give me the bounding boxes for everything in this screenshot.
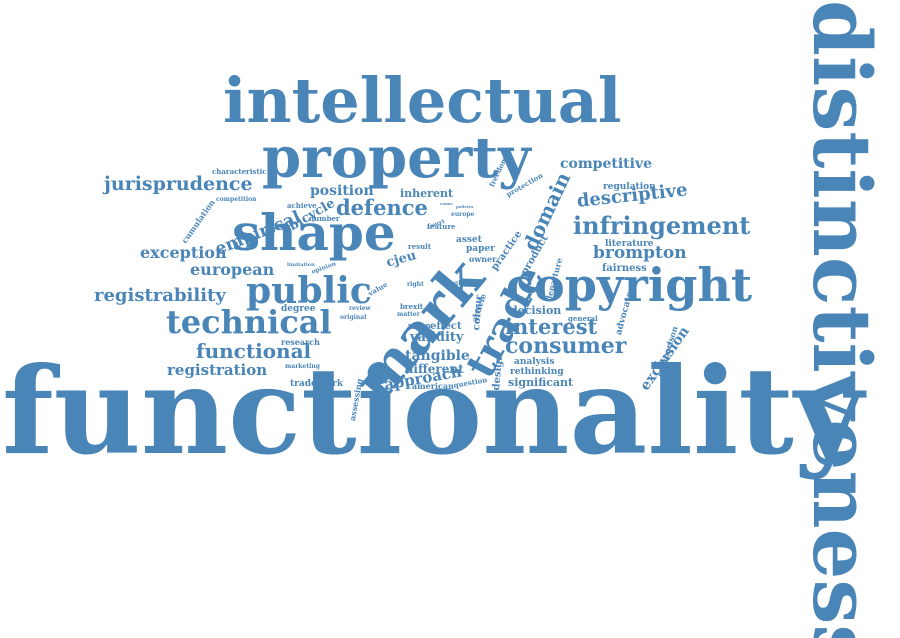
word-policies: policies: [456, 205, 473, 209]
word-brexit: brexit: [400, 303, 423, 310]
word-general: general: [568, 315, 598, 322]
word-original: original: [340, 315, 366, 321]
word-cause: cause: [440, 202, 453, 206]
word-europe: europe: [451, 212, 474, 218]
word-jurisprudence: jurisprudence: [104, 175, 253, 194]
word-significant: significant: [508, 377, 573, 388]
word-literature: literature: [605, 240, 653, 249]
word-intellectual: intellectual: [223, 70, 621, 132]
word-number: number: [309, 215, 340, 222]
word-paper: paper: [466, 245, 495, 254]
word-regulation: regulation: [603, 183, 656, 192]
word-registrability: registrability: [94, 287, 226, 305]
word-distinctiveness: distinctiveness: [802, 0, 882, 638]
word-infringement: infringement: [573, 214, 750, 238]
word-effect: effect: [430, 322, 462, 332]
word-competitive: competitive: [560, 157, 652, 171]
word-competition: competition: [216, 197, 256, 203]
word-single: single: [444, 281, 464, 287]
word-different: different: [405, 363, 464, 375]
word-exception: exception: [140, 245, 227, 261]
word-inherent: inherent: [400, 188, 453, 199]
word-defence: defence: [336, 197, 428, 218]
word-union: union: [408, 322, 431, 329]
word-analysis: analysis: [514, 358, 554, 367]
word-trademark: trademark: [290, 380, 343, 389]
word-right: right: [407, 282, 424, 288]
word-research: research: [281, 338, 320, 346]
word-limitation: limitation: [287, 263, 315, 268]
word-matter: matter: [397, 312, 420, 318]
word-characteristic: characteristic: [212, 168, 267, 175]
word-european: european: [190, 262, 274, 278]
word-review: review: [349, 306, 371, 312]
word-degree: degree: [281, 305, 316, 314]
word-decision: decision: [510, 305, 561, 316]
word-result: result: [408, 243, 431, 250]
word-rethinking: rethinking: [510, 368, 564, 377]
word-marketing: marketing: [285, 364, 320, 370]
word-registration: registration: [167, 363, 267, 378]
word-cumulation: cumulation: [180, 198, 216, 244]
word-american: american: [412, 382, 454, 390]
word-position: position: [310, 184, 374, 198]
word-fairness: fairness: [602, 264, 647, 274]
word-validity: validity: [410, 331, 463, 344]
word-tangible: tangible: [405, 349, 470, 363]
word-achieve: achieve: [287, 202, 317, 209]
